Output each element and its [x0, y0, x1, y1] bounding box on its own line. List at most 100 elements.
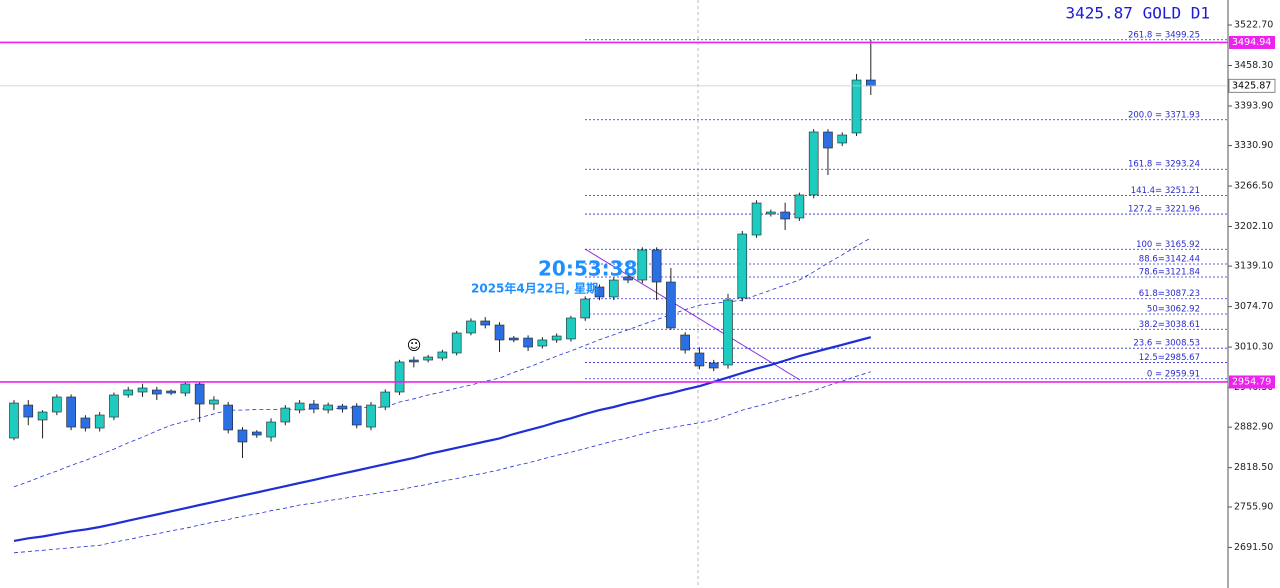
y-tick-label: 3074.70 [1234, 301, 1273, 312]
candle-body [323, 404, 333, 411]
candle-body [194, 383, 205, 405]
price-tag [1229, 35, 1275, 49]
fib-label: 78.6=3121.84 [1139, 267, 1200, 277]
y-tick-label: 3330.90 [1234, 140, 1273, 151]
moving-average [13, 371, 871, 554]
candle-body [837, 134, 848, 144]
fib-label: 50=3062.92 [1147, 305, 1200, 315]
y-tick-label: 3010.30 [1234, 342, 1273, 353]
candle-body [209, 399, 219, 405]
candle-body [551, 335, 562, 341]
moving-average [13, 336, 872, 542]
candle-body [651, 249, 662, 283]
fib-label: 261.8 = 3499.25 [1128, 30, 1200, 40]
y-tick-label: 2755.90 [1234, 501, 1273, 512]
candle-body [66, 396, 76, 428]
candle-body [523, 337, 533, 348]
candle-body [737, 233, 748, 299]
candle-body [437, 351, 448, 359]
candle-body [708, 362, 719, 369]
fib-label: 12.5=2985.67 [1139, 353, 1200, 363]
fib-label: 61.8=3087.23 [1139, 289, 1200, 299]
chart-title: 3425.87 GOLD D1 [1066, 4, 1211, 23]
candle-body [166, 390, 176, 394]
candle-body [180, 383, 191, 394]
candle-body [494, 324, 505, 341]
candle-body [466, 320, 476, 334]
candle-body [851, 79, 862, 134]
fib-label: 38.2=3038.61 [1139, 320, 1200, 330]
candle-body [623, 276, 633, 281]
candle-body [9, 402, 19, 439]
y-tick-label: 2882.90 [1234, 422, 1273, 433]
candle-body [566, 317, 576, 340]
candle-body [251, 431, 262, 436]
fib-label: 141.4= 3251.21 [1131, 186, 1200, 196]
date-label: 2025年4月22日, 星期 [471, 281, 598, 296]
candle-body [152, 389, 162, 395]
candle-body [366, 404, 376, 428]
smiley-icon: ☺ [407, 338, 422, 354]
candle-body [294, 402, 305, 411]
candle-body [780, 211, 790, 220]
candle-body [23, 404, 34, 418]
candle-body [508, 337, 519, 341]
candle-body [409, 359, 419, 363]
candle-body [80, 417, 91, 429]
y-tick-label: 3393.90 [1234, 100, 1273, 111]
candle-body [637, 249, 648, 281]
candle-body [766, 211, 776, 215]
y-tick-label: 3202.10 [1234, 221, 1273, 232]
candle-body [37, 411, 48, 421]
last-price-label: 3425.87 [1232, 80, 1271, 91]
fib-label: 0 = 2959.91 [1147, 369, 1200, 379]
trend-line [584, 248, 801, 381]
fib-label: 200.0 = 3371.93 [1128, 110, 1200, 120]
candle-body [280, 407, 291, 423]
candle-body [451, 332, 462, 354]
candle-body [351, 405, 362, 426]
candle-body [666, 281, 676, 329]
time-label: 20:53:38 [538, 257, 638, 281]
candle-body [309, 403, 319, 410]
y-tick-label: 3458.30 [1234, 60, 1273, 71]
price-tag [1229, 375, 1275, 389]
candle-body [380, 391, 391, 408]
candle-body [794, 194, 805, 219]
candle-body [537, 339, 548, 347]
candle-body [337, 405, 348, 410]
candle-body [594, 286, 605, 298]
fib-label: 100 = 3165.92 [1136, 240, 1200, 250]
candle-body [266, 421, 276, 438]
candle-body [608, 279, 619, 298]
y-tick-label: 3522.70 [1234, 20, 1273, 31]
fib-label: 23.6 = 3008.53 [1133, 339, 1200, 349]
fib-label: 127.2 = 3221.96 [1128, 205, 1200, 215]
price-tag-label: 3494.94 [1232, 37, 1271, 48]
candle-body [394, 361, 405, 393]
candle-body [808, 131, 819, 196]
candle-body [423, 356, 433, 361]
candle-body [109, 394, 119, 418]
candle-body [751, 202, 762, 236]
fib-label: 161.8 = 3293.24 [1128, 160, 1200, 170]
candle-body [865, 79, 876, 87]
candle-body [123, 389, 134, 396]
fib-label: 88.6=3142.44 [1139, 255, 1200, 265]
y-tick-label: 2691.50 [1234, 542, 1273, 553]
candle-body [723, 299, 733, 366]
y-tick-label: 3266.50 [1234, 181, 1273, 192]
y-tick-label: 3139.10 [1234, 261, 1273, 272]
candle-body [52, 396, 62, 413]
candle-body [580, 298, 591, 319]
candle-body [680, 334, 690, 351]
price-tag [1228, 78, 1276, 93]
candle-body [694, 352, 705, 367]
candle-body [823, 131, 833, 149]
candle-body [94, 414, 105, 429]
y-tick-label: 2818.50 [1234, 462, 1273, 473]
candle-body [237, 429, 248, 443]
candle-body [137, 387, 148, 393]
